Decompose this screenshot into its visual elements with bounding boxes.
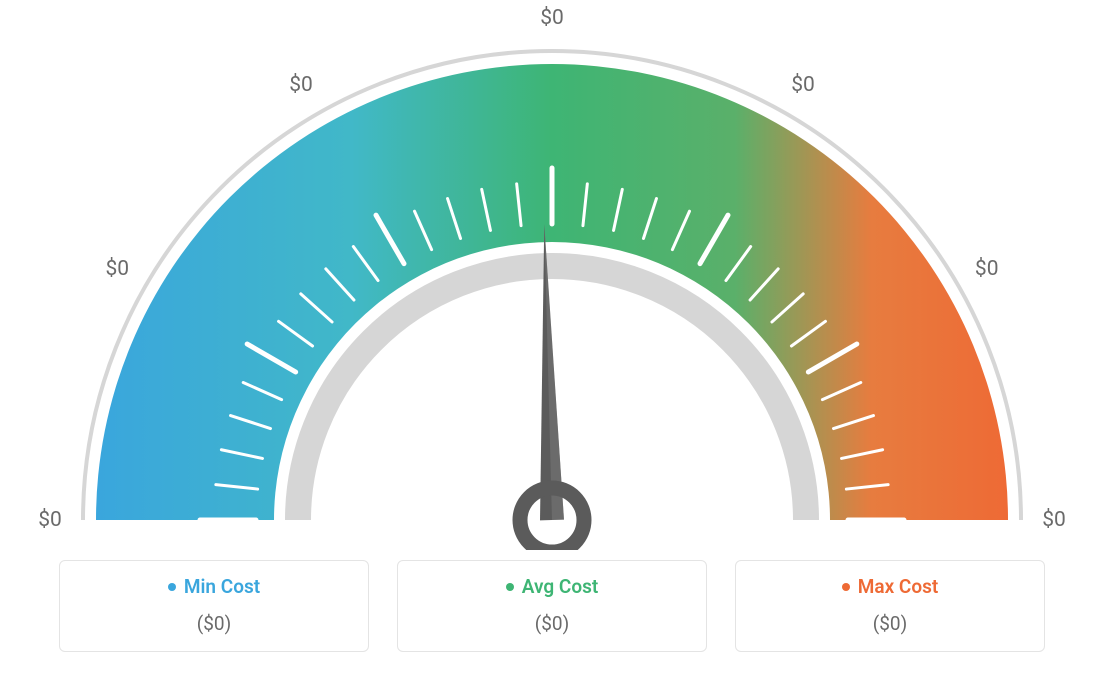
gauge-tick-label: $0 <box>1042 508 1066 532</box>
gauge-tick-label: $0 <box>289 73 313 97</box>
gauge-tick-label: $0 <box>975 257 999 281</box>
legend-row: Min Cost ($0) Avg Cost ($0) Max Cost ($0) <box>0 560 1104 652</box>
legend-value-min: ($0) <box>70 612 358 635</box>
legend-title-avg: Avg Cost <box>506 575 598 598</box>
gauge-tick-label: $0 <box>540 6 564 30</box>
legend-title-min: Min Cost <box>168 575 260 598</box>
gauge-chart-container: $0$0$0$0$0$0$0 Min Cost($0)Avg Cost($0)M… <box>0 0 1104 690</box>
legend-value-max: ($0) <box>746 612 1034 635</box>
legend-card-min: Min Cost ($0) <box>59 560 369 652</box>
gauge-tick-label: $0 <box>791 73 815 97</box>
legend-label-max: Max Cost <box>858 575 939 598</box>
legend-dot-icon <box>842 583 850 591</box>
legend-dot-icon <box>506 583 514 591</box>
legend-title-max: Max Cost <box>842 575 939 598</box>
legend-card-max: Max Cost ($0) <box>735 560 1045 652</box>
legend-label-avg: Avg Cost <box>522 575 598 598</box>
legend-dot-icon <box>168 583 176 591</box>
legend-card-avg: Avg Cost ($0) <box>397 560 707 652</box>
gauge-tick-label: $0 <box>105 257 129 281</box>
legend-value-avg: ($0) <box>408 612 696 635</box>
legend-label-min: Min Cost <box>184 575 260 598</box>
gauge-tick-label: $0 <box>38 508 62 532</box>
gauge-area: $0$0$0$0$0$0$0 <box>32 20 1072 550</box>
gauge-svg <box>32 20 1072 550</box>
